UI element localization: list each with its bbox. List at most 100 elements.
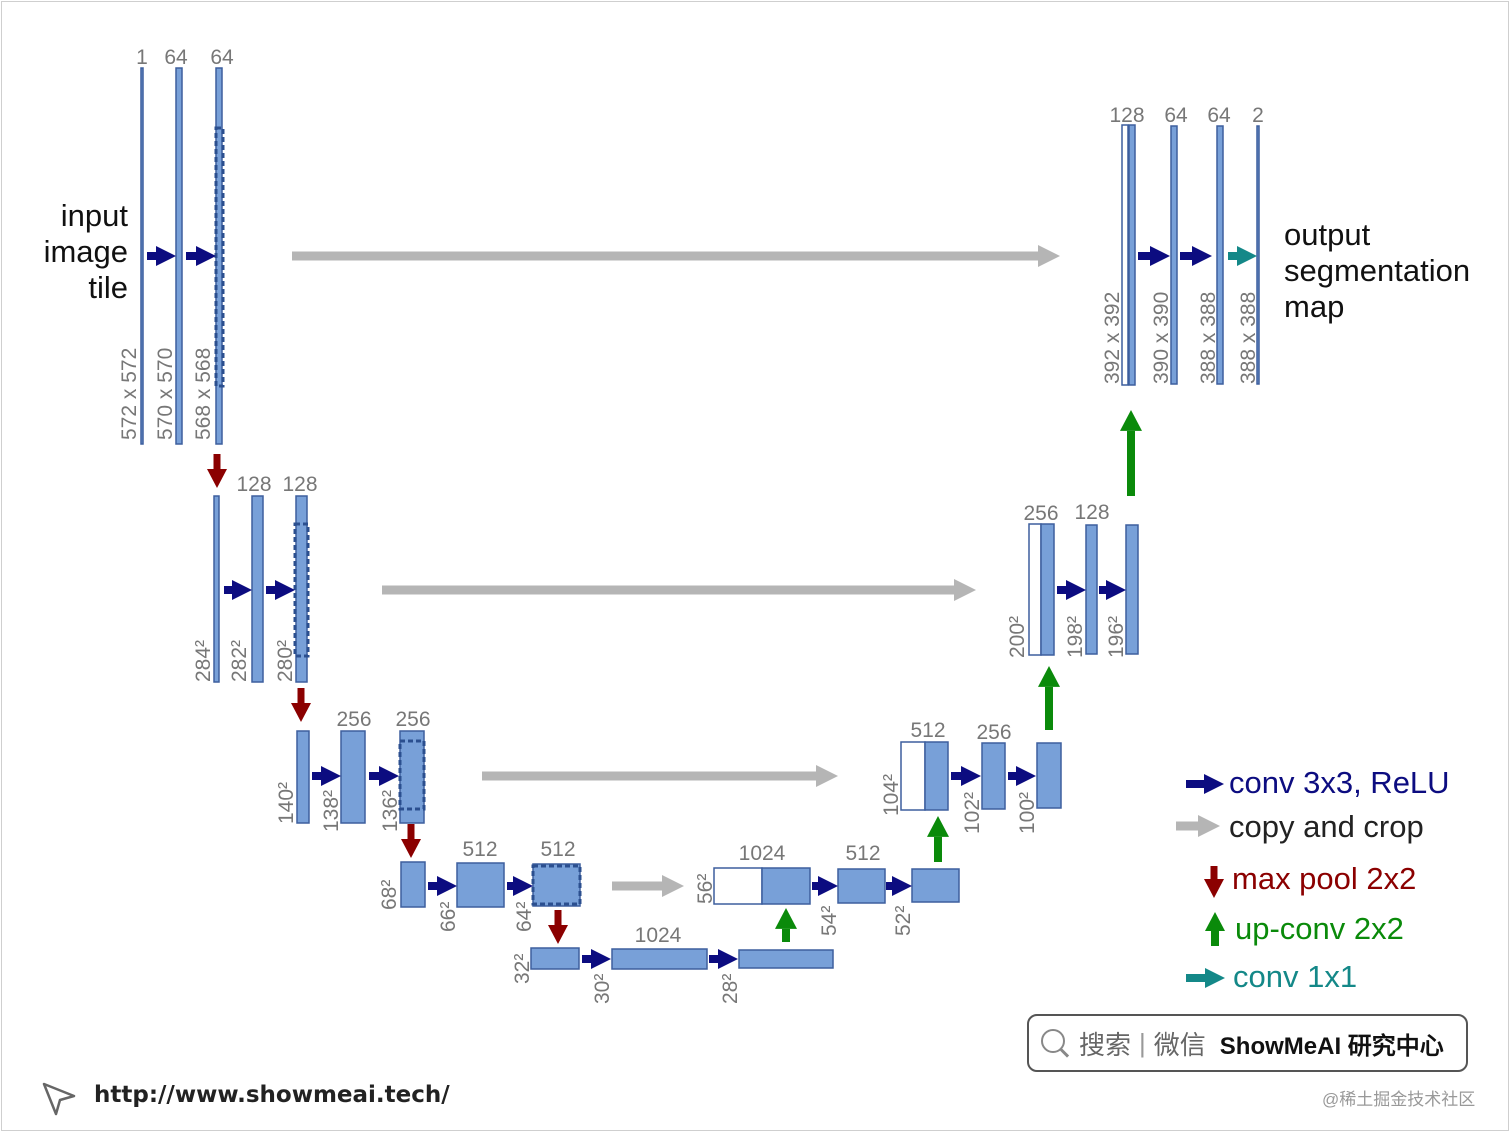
legend-label-upconv: up-conv 2x2 <box>1235 911 1404 946</box>
size-label: 200² <box>1006 616 1029 658</box>
feature-map <box>611 948 708 970</box>
input-label: input image tile <box>44 198 129 305</box>
feature-map-1ch <box>140 67 144 445</box>
channel-label: 512 <box>540 838 575 861</box>
crop-region <box>214 126 225 388</box>
maxpool-arrow <box>207 454 227 488</box>
conv-arrow <box>886 876 912 896</box>
channel-label: 64 <box>210 46 234 69</box>
legend-label-copy: copy and crop <box>1229 809 1424 844</box>
search-text: 搜索 <box>1079 1029 1132 1060</box>
feature-map <box>532 863 581 907</box>
copied-feature-map <box>1121 124 1129 386</box>
size-label: 388 x 388 <box>1237 292 1260 384</box>
size-label: 284² <box>192 640 215 682</box>
input-label-line: input <box>61 198 129 233</box>
website-link[interactable]: http://www.showmeai.tech/ <box>94 1082 450 1108</box>
arrows-layer <box>147 245 1257 969</box>
size-label: 392 x 392 <box>1101 292 1124 384</box>
channel-label: 2 <box>1252 104 1264 127</box>
size-label: 570 x 570 <box>154 348 177 440</box>
conv-arrow <box>147 246 176 266</box>
legend-copy-icon <box>1176 815 1220 837</box>
upconv-arrow <box>1120 410 1142 496</box>
output-label-line: output <box>1284 217 1371 252</box>
channel-label: 128 <box>1109 104 1144 127</box>
size-label: 54² <box>818 906 841 936</box>
channel-label: 512 <box>845 842 880 865</box>
upconv-arrow <box>775 908 797 942</box>
channel-label: 64 <box>1207 104 1231 127</box>
legend-upconv-icon <box>1205 912 1225 946</box>
feature-map <box>761 867 811 905</box>
maxpool-arrow <box>401 824 421 858</box>
conv-arrow <box>1180 246 1212 266</box>
feature-map <box>251 495 264 683</box>
feature-map <box>1040 523 1055 656</box>
encoder-level-4: 512 512 68² 66² 64² <box>378 838 582 932</box>
size-label: 28² <box>719 974 742 1004</box>
size-label: 196² <box>1105 616 1128 658</box>
conv1x1-arrow <box>1228 246 1257 266</box>
output-map <box>1256 125 1260 385</box>
conv-arrow <box>266 580 295 600</box>
encoder-level-2: 128 128 284² 282² 280² <box>192 473 318 683</box>
size-label: 568 x 568 <box>192 348 215 440</box>
crop-region <box>398 739 426 811</box>
size-label: 572 x 572 <box>118 348 141 440</box>
size-label: 30² <box>591 974 614 1004</box>
size-label: 136² <box>379 790 402 832</box>
cursor-arrow-icon <box>42 1082 76 1116</box>
conv-arrow <box>312 766 341 786</box>
conv-arrow <box>507 876 533 896</box>
copied-feature-map <box>900 741 926 811</box>
copied-feature-map <box>713 867 763 905</box>
upconv-arrow <box>927 816 949 862</box>
channel-label: 128 <box>282 473 317 496</box>
channel-label: 512 <box>910 719 945 742</box>
legend-pool-icon <box>1204 866 1224 898</box>
channel-label: 128 <box>1074 501 1109 524</box>
size-label: 32² <box>511 954 534 984</box>
feature-map <box>1128 124 1136 386</box>
conv-arrow <box>224 580 252 600</box>
size-label: 100² <box>1016 792 1039 834</box>
input-label-line: tile <box>88 270 128 305</box>
output-label-line: segmentation <box>1284 253 1470 288</box>
feature-map <box>456 862 505 908</box>
encoder-level-1: 1 64 64 572 x 572 570 x 570 568 x 568 <box>118 46 234 445</box>
output-label-line: map <box>1284 289 1344 324</box>
search-box[interactable]: 搜索 | 微信 ShowMeAI 研究中心 <box>1027 1014 1468 1072</box>
channel-label: 1024 <box>739 842 786 865</box>
copy-crop-arrow <box>612 875 684 897</box>
search-icon <box>1041 1029 1069 1057</box>
size-label: 198² <box>1064 616 1087 658</box>
decoder-level-4: 1024 512 56² 54² 52² <box>694 842 960 936</box>
size-label: 68² <box>378 880 401 910</box>
copy-crop-arrow <box>292 245 1060 267</box>
conv-arrow <box>812 876 838 896</box>
size-label: 64² <box>513 902 536 932</box>
feature-map <box>1170 125 1178 385</box>
brand-name: ShowMeAI 研究中心 <box>1219 1032 1444 1060</box>
size-label: 52² <box>892 906 915 936</box>
feature-map <box>530 947 580 970</box>
channel-label: 256 <box>336 708 371 731</box>
conv-arrow <box>709 949 738 969</box>
legend-conv1x1-icon <box>1186 968 1225 988</box>
channel-label: 64 <box>164 46 188 69</box>
decoder-level-1: 128 64 64 2 392 x 392 390 x 390 388 x 38… <box>1101 104 1264 386</box>
conv-arrow <box>1138 246 1170 266</box>
conv-arrow <box>951 766 981 786</box>
conv-arrow <box>1099 580 1126 600</box>
feature-map <box>981 742 1006 810</box>
feature-map <box>1216 125 1224 385</box>
copy-crop-arrow <box>482 765 838 787</box>
legend: conv 3x3, ReLU copy and crop max pool 2x… <box>1176 765 1450 994</box>
conv-arrow <box>582 949 611 969</box>
size-label: 138² <box>320 790 343 832</box>
feature-map <box>1036 742 1062 809</box>
copied-feature-map <box>1028 523 1042 656</box>
feature-map <box>340 730 366 824</box>
